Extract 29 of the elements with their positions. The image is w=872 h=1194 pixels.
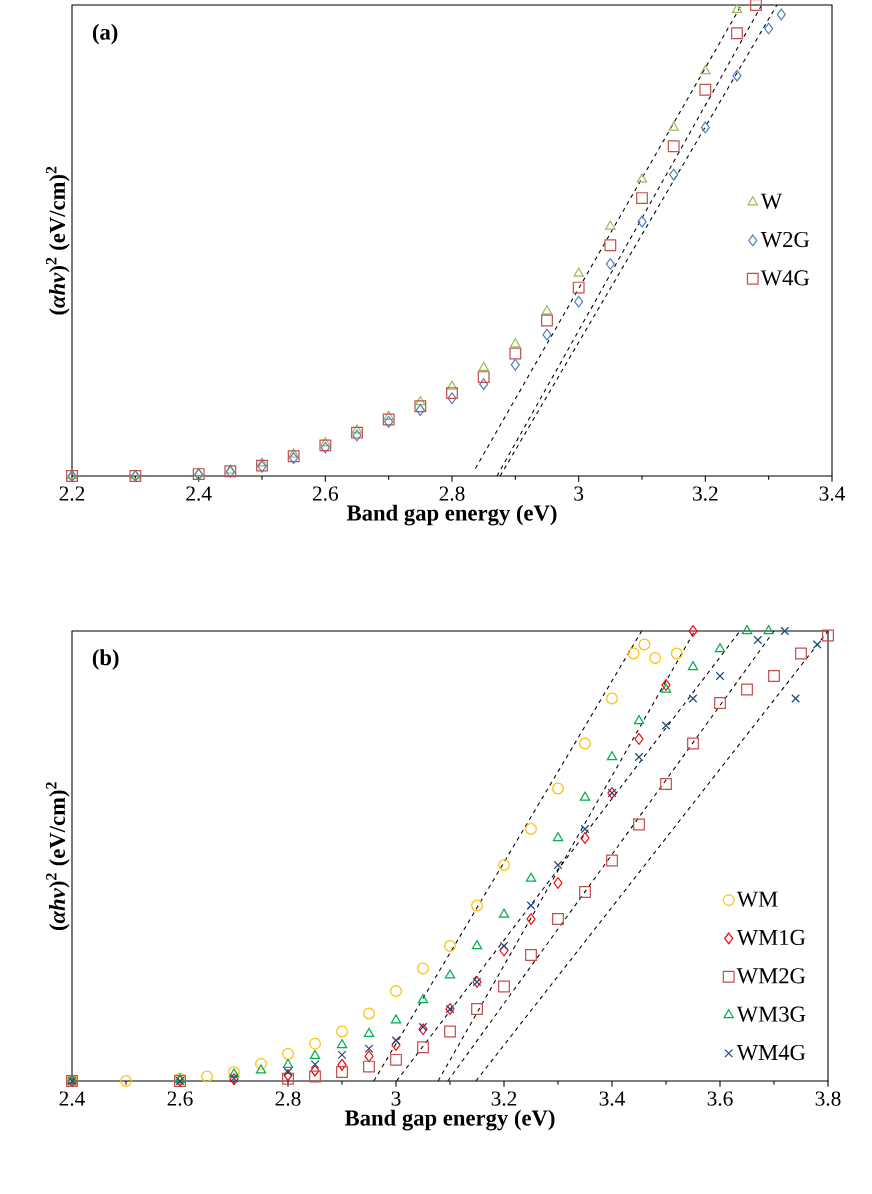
x-tick-label: 2.2 [59,486,85,501]
y-axis-title: (αhν)$^{2}$ (eV/cm)$^{2}$ [45,782,70,931]
legend-label: W4G [760,270,810,286]
x-tick-label: 3.2 [491,1091,517,1106]
x-tick-label: 3.2 [693,486,718,501]
text: (a) [92,23,118,45]
x-tick-label: 2.6 [312,486,339,501]
legend-label: WM [736,891,778,907]
legend-label: W [760,193,783,209]
legend-label: WM2G [736,968,806,984]
x-tick-label: 2.8 [275,1091,301,1106]
x-tick-label: 3.6 [707,1091,733,1106]
legend-label: WM4G [736,1044,806,1061]
x-tick-label: 3.8 [815,1091,841,1106]
x-axis-title: Band gap energy (eV) [344,1109,555,1131]
x-tick-label: 2.4 [186,486,212,501]
x-tick-label: 3.4 [819,486,845,501]
x-axis-title: Band gap energy (eV) [346,504,557,526]
legend-label: WM3G [736,1006,806,1022]
text: (b) [92,649,119,670]
x-tick-label: 3 [574,486,584,501]
x-tick-label: 3 [391,1091,401,1106]
x-tick-label: 3.4 [599,1091,625,1106]
x-tick-label: 2.6 [167,1091,193,1106]
legend-label: W2G [760,231,810,248]
y-axis-title: (αhν)$^{2}$ (eV/cm)$^{2}$ [45,166,70,315]
x-tick-label: 2.8 [439,486,465,501]
legend-label: WM1G [736,929,806,946]
x-tick-label: 2.4 [59,1091,85,1106]
